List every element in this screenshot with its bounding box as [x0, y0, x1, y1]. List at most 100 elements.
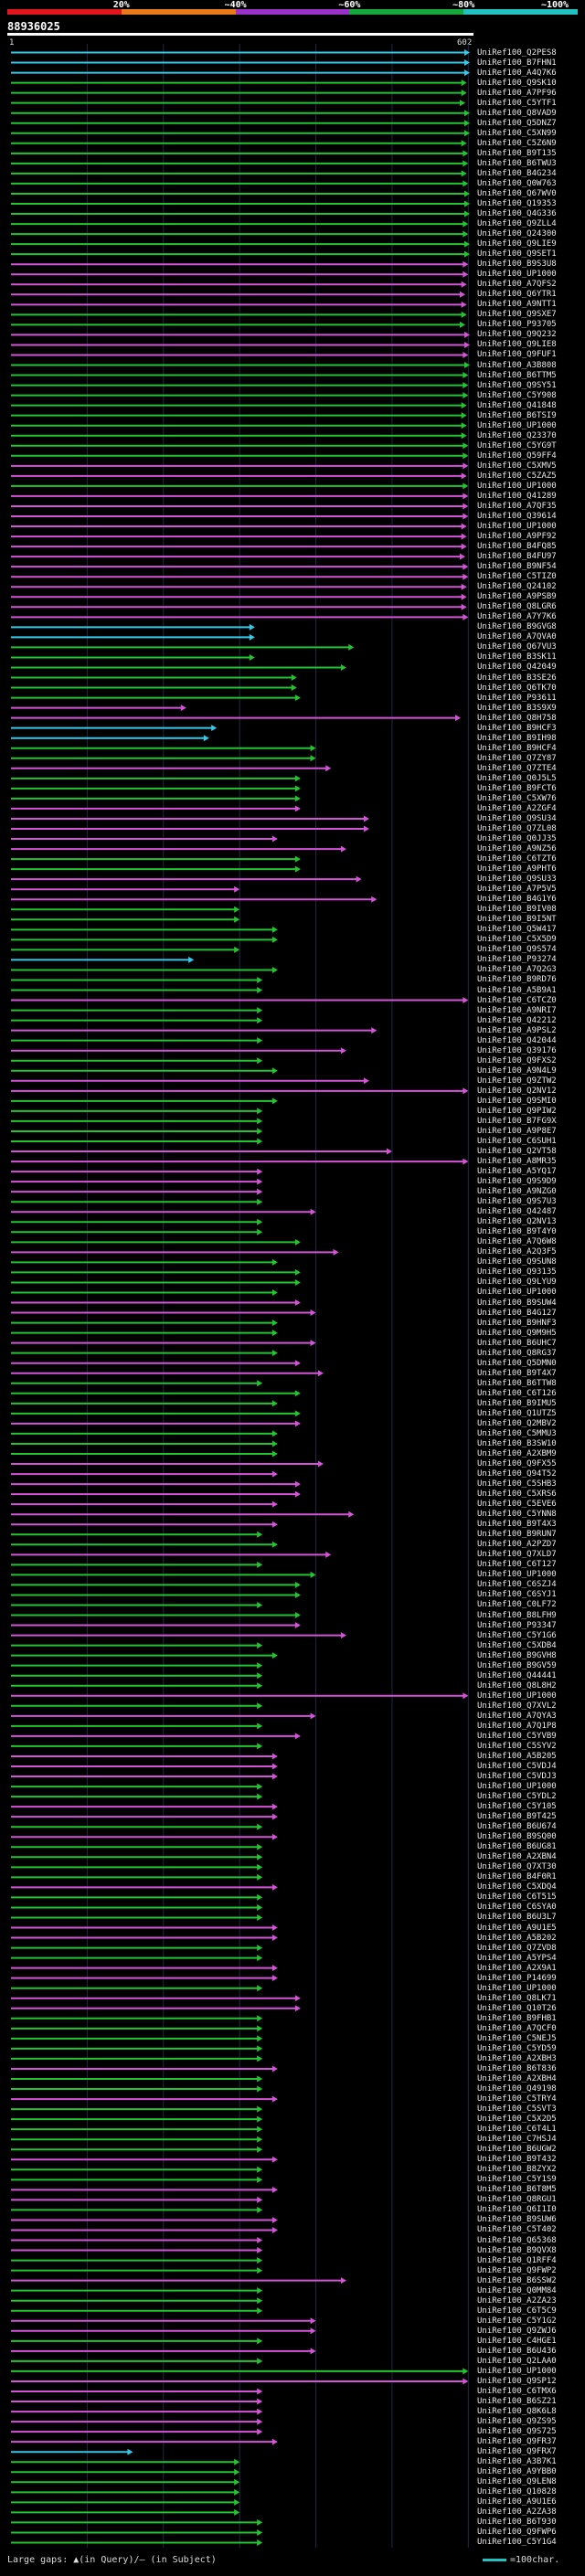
hit-label[interactable]: UniRef100_Q39176	[477, 1045, 557, 1055]
hit-label[interactable]: UniRef100_Q9LYU9	[477, 1277, 557, 1288]
hit-label[interactable]: UniRef100_Q9S7U3	[477, 1197, 557, 1207]
hit-label[interactable]: UniRef100_UP1000	[477, 522, 557, 532]
hit-label[interactable]: UniRef100_A9U1E6	[477, 2497, 557, 2507]
hit-label[interactable]: UniRef100_C6T126	[477, 1388, 557, 1398]
hit-label[interactable]: UniRef100_C5XW76	[477, 793, 557, 803]
hit-label[interactable]: UniRef100_B9I5NT	[477, 915, 557, 925]
hit-label[interactable]: UniRef100_Q7ZVD8	[477, 1943, 557, 1953]
hit-label[interactable]: UniRef100_Q4G336	[477, 209, 557, 219]
hit-label[interactable]: UniRef100_B7FHN1	[477, 58, 557, 68]
hit-label[interactable]: UniRef100_A5YPS4	[477, 1953, 557, 1963]
hit-label[interactable]: UniRef100_A7QVA0	[477, 632, 557, 642]
hit-label[interactable]: UniRef100_Q8VAD9	[477, 108, 557, 118]
hit-label[interactable]: UniRef100_Q0W763	[477, 178, 557, 188]
hit-label[interactable]: UniRef100_UP1000	[477, 420, 557, 430]
hit-label[interactable]: UniRef100_Q8L8H2	[477, 1680, 557, 1691]
hit-label[interactable]: UniRef100_P93274	[477, 955, 557, 965]
hit-label[interactable]: UniRef100_Q24102	[477, 582, 557, 592]
hit-label[interactable]: UniRef100_C5XMV5	[477, 461, 557, 471]
hit-label[interactable]: UniRef100_B9SUW4	[477, 1298, 557, 1308]
hit-label[interactable]: UniRef100_A5B205	[477, 1751, 557, 1761]
hit-label[interactable]: UniRef100_C5YTF1	[477, 98, 557, 108]
hit-label[interactable]: UniRef100_C5TRY4	[477, 2094, 557, 2104]
hit-label[interactable]: UniRef100_C5SHB3	[477, 1479, 557, 1489]
hit-label[interactable]: UniRef100_A7Q2G3	[477, 965, 557, 975]
hit-label[interactable]: UniRef100_Q9ZTW2	[477, 1076, 557, 1086]
hit-label[interactable]: UniRef100_A2XBH3	[477, 2053, 557, 2063]
hit-label[interactable]: UniRef100_Q24300	[477, 229, 557, 239]
hit-label[interactable]: UniRef100_A9PSL2	[477, 1025, 557, 1035]
hit-label[interactable]: UniRef100_B9IH98	[477, 733, 557, 743]
hit-label[interactable]: UniRef100_A2ZGF4	[477, 803, 557, 813]
hit-label[interactable]: UniRef100_A5B9A1	[477, 985, 557, 995]
hit-label[interactable]: UniRef100_UP1000	[477, 2366, 557, 2376]
hit-label[interactable]: UniRef100_C6T127	[477, 1560, 557, 1570]
hit-label[interactable]: UniRef100_Q42212	[477, 1015, 557, 1025]
hit-label[interactable]: UniRef100_Q9PIW2	[477, 1106, 557, 1116]
hit-label[interactable]: UniRef100_B3SW10	[477, 1438, 557, 1448]
hit-label[interactable]: UniRef100_Q7ZY87	[477, 753, 557, 763]
hit-label[interactable]: UniRef100_A3B7K1	[477, 2457, 557, 2467]
hit-label[interactable]: UniRef100_C5VDJ3	[477, 1772, 557, 1782]
hit-label[interactable]: UniRef100_B9RD76	[477, 975, 557, 985]
hit-label[interactable]: UniRef100_Q1UTZ5	[477, 1408, 557, 1418]
hit-label[interactable]: UniRef100_Q9ZWJ6	[477, 2326, 557, 2336]
hit-label[interactable]: UniRef100_B9GV59	[477, 1660, 557, 1670]
hit-label[interactable]: UniRef100_Q42044	[477, 1035, 557, 1045]
hit-label[interactable]: UniRef100_B9IV08	[477, 905, 557, 915]
hit-label[interactable]: UniRef100_Q7XVL2	[477, 1701, 557, 1711]
hit-label[interactable]: UniRef100_C5Y105	[477, 1802, 557, 1812]
hit-label[interactable]: UniRef100_B6T836	[477, 2063, 557, 2073]
hit-label[interactable]: UniRef100_A2XBM9	[477, 1449, 557, 1458]
hit-label[interactable]: UniRef100_A7QYA3	[477, 1711, 557, 1721]
hit-label[interactable]: UniRef100_B6TSI9	[477, 410, 557, 420]
hit-label[interactable]: UniRef100_C6T515	[477, 1892, 557, 1903]
hit-label[interactable]: UniRef100_A9N4L9	[477, 1065, 557, 1076]
hit-label[interactable]: UniRef100_Q10828	[477, 2487, 557, 2497]
hit-label[interactable]: UniRef100_Q94T52	[477, 1469, 557, 1479]
hit-label[interactable]: UniRef100_C5TIZ0	[477, 572, 557, 582]
hit-label[interactable]: UniRef100_B9T135	[477, 148, 557, 158]
hit-label[interactable]: UniRef100_C6T5C9	[477, 2306, 557, 2316]
hit-label[interactable]: UniRef100_Q0J5L5	[477, 773, 557, 783]
hit-label[interactable]: UniRef100_B9T425	[477, 1812, 557, 1822]
hit-label[interactable]: UniRef100_C5ZAZ5	[477, 471, 557, 481]
hit-label[interactable]: UniRef100_C6SUH1	[477, 1137, 557, 1146]
hit-label[interactable]: UniRef100_Q9FXS2	[477, 1055, 557, 1065]
hit-label[interactable]: UniRef100_Q7XLD7	[477, 1550, 557, 1560]
hit-label[interactable]: UniRef100_Q2VT58	[477, 1147, 557, 1157]
hit-label[interactable]: UniRef100_Q2LAA0	[477, 2356, 557, 2366]
hit-label[interactable]: UniRef100_B6SSW2	[477, 2275, 557, 2285]
hit-label[interactable]: UniRef100_Q0JJ35	[477, 834, 557, 844]
hit-label[interactable]: UniRef100_Q67VU3	[477, 642, 557, 652]
hit-label[interactable]: UniRef100_B4FQ85	[477, 542, 557, 552]
hit-label[interactable]: UniRef100_Q6TK70	[477, 683, 557, 693]
hit-label[interactable]: UniRef100_C5T402	[477, 2225, 557, 2235]
hit-label[interactable]: UniRef100_B9NF54	[477, 562, 557, 572]
hit-label[interactable]: UniRef100_Q67WV0	[477, 188, 557, 198]
hit-label[interactable]: UniRef100_Q9S574	[477, 945, 557, 955]
hit-label[interactable]: UniRef100_Q23370	[477, 430, 557, 440]
hit-label[interactable]: UniRef100_B9RUN7	[477, 1530, 557, 1540]
hit-label[interactable]: UniRef100_C5EVE6	[477, 1500, 557, 1510]
hit-label[interactable]: UniRef100_A2ZA38	[477, 2507, 557, 2518]
hit-label[interactable]: UniRef100_Q2NV13	[477, 1217, 557, 1227]
hit-label[interactable]: UniRef100_C5Y1G4	[477, 2538, 557, 2548]
hit-label[interactable]: UniRef100_A2PZD7	[477, 1540, 557, 1550]
hit-label[interactable]: UniRef100_A2Q3F5	[477, 1247, 557, 1257]
hit-label[interactable]: UniRef100_Q9ZLL4	[477, 219, 557, 229]
hit-label[interactable]: UniRef100_Q8K6L8	[477, 2407, 557, 2417]
hit-label[interactable]: UniRef100_Q65368	[477, 2235, 557, 2245]
hit-label[interactable]: UniRef100_Q9S9D9	[477, 1177, 557, 1187]
hit-label[interactable]: UniRef100_Q9M9H5	[477, 1328, 557, 1338]
hit-label[interactable]: UniRef100_B9IMU5	[477, 1398, 557, 1408]
hit-label[interactable]: UniRef100_B6T8M5	[477, 2185, 557, 2195]
hit-label[interactable]: UniRef100_B9SUW6	[477, 2215, 557, 2225]
hit-label[interactable]: UniRef100_C5YD59	[477, 2043, 557, 2053]
hit-label[interactable]: UniRef100_B4G1Y6	[477, 895, 557, 905]
hit-label[interactable]: UniRef100_Q2PES8	[477, 48, 557, 58]
hit-label[interactable]: UniRef100_B9T432	[477, 2155, 557, 2165]
hit-label[interactable]: UniRef100_A7Q6W8	[477, 1237, 557, 1247]
hit-label[interactable]: UniRef100_B9QVX8	[477, 2245, 557, 2255]
hit-label[interactable]: UniRef100_B9T4X7	[477, 1368, 557, 1378]
